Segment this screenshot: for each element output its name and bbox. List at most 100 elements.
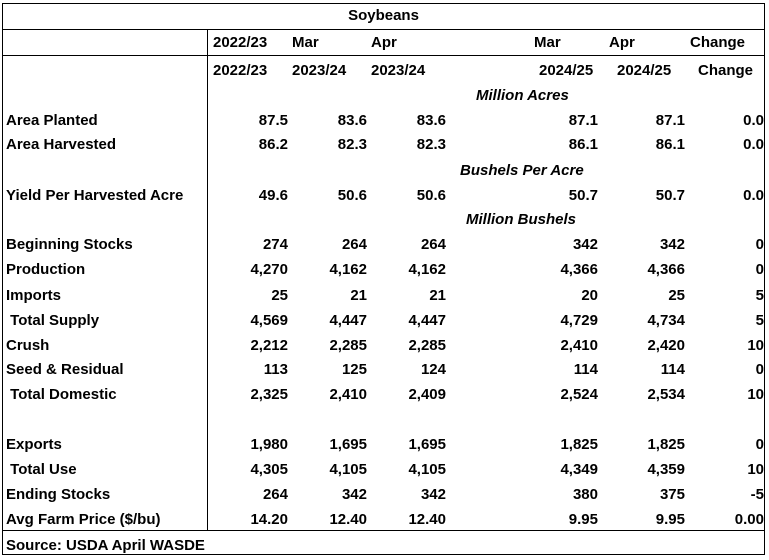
table-cell: 2,212 (250, 337, 288, 354)
table-cell: 2,420 (647, 337, 685, 354)
table-cell: 49.6 (258, 187, 288, 204)
table-cell: 2,534 (647, 386, 685, 403)
table-cell: 86.1 (655, 136, 685, 153)
row-label: Avg Farm Price ($/bu) (6, 511, 161, 528)
header-col2-line1: Mar (292, 34, 319, 51)
row-label: Exports (6, 436, 62, 453)
row-label: Beginning Stocks (6, 236, 133, 253)
table-cell: 342 (420, 486, 446, 503)
table-cell: 86.1 (568, 136, 598, 153)
table-cell: 2,524 (560, 386, 598, 403)
header-col6-line1: Change (690, 34, 746, 51)
table-title: Soybeans (348, 7, 419, 24)
table-cell: 4,447 (329, 312, 367, 329)
table-cell: 25 (271, 287, 288, 304)
table-cell: 10 (747, 386, 764, 403)
table-cell: 1,980 (250, 436, 288, 453)
table-cell: 87.1 (568, 112, 598, 129)
table-cell: 0.0 (743, 112, 764, 129)
header-col5-line2: 2024/25 (617, 62, 672, 79)
header-col3-line2: 2023/24 (371, 62, 426, 79)
header-col1-line2: 2022/23 (213, 62, 268, 79)
table-cell: 2,285 (329, 337, 367, 354)
table-cell: 1,695 (408, 436, 446, 453)
table-cell: 21 (429, 287, 446, 304)
table-cell: 0.00 (734, 511, 764, 528)
units-acres: Million Acres (476, 87, 569, 104)
table-cell: 50.6 (416, 187, 446, 204)
table-cell: 87.5 (258, 112, 288, 129)
table-cell: 2,410 (560, 337, 598, 354)
table-cell: 50.6 (337, 187, 367, 204)
table-cell: 0 (755, 361, 764, 378)
row-label: Ending Stocks (6, 486, 111, 503)
table-cell: 50.7 (568, 187, 598, 204)
units-yield: Bushels Per Acre (460, 162, 584, 179)
table-cell: -5 (750, 486, 764, 503)
table-cell: 2,285 (408, 337, 446, 354)
table-cell: 82.3 (337, 136, 367, 153)
table-cell: 4,734 (647, 312, 685, 329)
table-cell: 20 (581, 287, 598, 304)
table-cell: 4,359 (647, 461, 685, 478)
header-col4-line1: Mar (534, 34, 561, 51)
table-cell: 4,162 (329, 261, 367, 278)
table-cell: 342 (572, 236, 598, 253)
table-cell: 264 (262, 486, 288, 503)
table-cell: 4,366 (647, 261, 685, 278)
row-label: Area Planted (6, 112, 98, 129)
header-col5-line1: Apr (609, 34, 635, 51)
header-divider (2, 55, 765, 56)
table-cell: 0.0 (743, 136, 764, 153)
table-cell: 9.95 (568, 511, 598, 528)
table-cell: 4,729 (560, 312, 598, 329)
source-note: Source: USDA April WASDE (6, 537, 205, 554)
table-cell: 14.20 (250, 511, 288, 528)
row-label: Area Harvested (6, 136, 117, 153)
header-col2-line2: 2023/24 (292, 62, 347, 79)
table-cell: 124 (420, 361, 446, 378)
table-cell: 5 (755, 287, 764, 304)
table-cell: 4,349 (560, 461, 598, 478)
row-label: Yield Per Harvested Acre (6, 187, 184, 204)
table-cell: 342 (659, 236, 685, 253)
table-cell: 4,162 (408, 261, 446, 278)
table-cell: 4,305 (250, 461, 288, 478)
table-cell: 4,447 (408, 312, 446, 329)
table-cell: 5 (755, 312, 764, 329)
table-cell: 9.95 (655, 511, 685, 528)
units-bushels: Million Bushels (466, 211, 577, 228)
table-cell: 114 (573, 361, 598, 378)
label-column-divider (207, 29, 208, 531)
row-label: Total Use (6, 461, 77, 478)
table-cell: 83.6 (416, 112, 446, 129)
table-cell: 4,105 (408, 461, 446, 478)
table-cell: 82.3 (416, 136, 446, 153)
table-cell: 50.7 (655, 187, 685, 204)
table-cell: 4,105 (329, 461, 367, 478)
table-cell: 113 (263, 361, 288, 378)
header-col6-line2: Change (698, 62, 754, 79)
table-cell: 4,569 (250, 312, 288, 329)
table-cell: 2,409 (408, 386, 446, 403)
row-label: Seed & Residual (6, 361, 124, 378)
table-cell: 21 (350, 287, 367, 304)
table-cell: 1,695 (329, 436, 367, 453)
row-label: Total Supply (6, 312, 100, 329)
table-cell: 4,270 (250, 261, 288, 278)
row-label: Production (6, 261, 86, 278)
table-cell: 1,825 (647, 436, 685, 453)
table-cell: 375 (659, 486, 685, 503)
table-cell: 1,825 (560, 436, 598, 453)
table-cell: 264 (420, 236, 446, 253)
table-cell: 0.0 (743, 187, 764, 204)
row-label: Imports (6, 287, 62, 304)
row-label: Crush (6, 337, 50, 354)
table-cell: 342 (341, 486, 367, 503)
row-label: Total Domestic (6, 386, 117, 403)
table-cell: 25 (668, 287, 685, 304)
title-divider (2, 29, 765, 30)
table-cell: 10 (747, 461, 764, 478)
table-frame (2, 3, 765, 555)
table-cell: 274 (262, 236, 288, 253)
